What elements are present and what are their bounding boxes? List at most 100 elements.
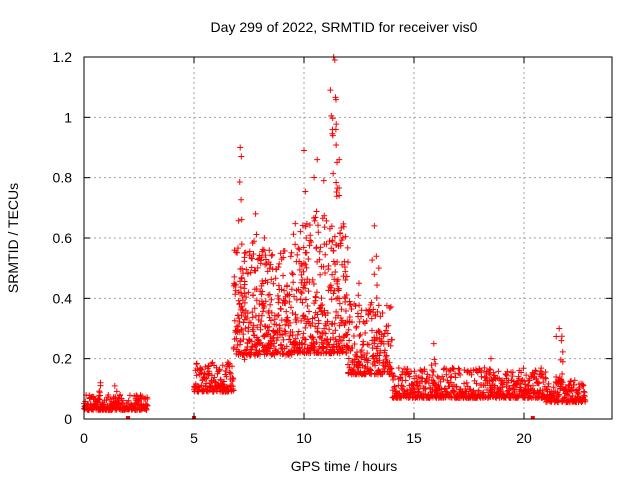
- data-point: [248, 346, 255, 353]
- data-point: [346, 298, 353, 305]
- data-point: [387, 342, 394, 349]
- data-point: [390, 372, 397, 379]
- data-point: [250, 328, 257, 335]
- data-point: [302, 223, 309, 230]
- data-point: [240, 336, 247, 343]
- data-point: [303, 249, 310, 256]
- data-point: [328, 296, 335, 303]
- data-point: [99, 399, 106, 406]
- data-point: [509, 369, 516, 376]
- data-point: [580, 382, 587, 389]
- data-point: [416, 383, 423, 390]
- data-point: [532, 367, 539, 374]
- data-point: [235, 312, 242, 319]
- data-point: [239, 306, 246, 313]
- data-point: [281, 247, 288, 254]
- data-point: [357, 331, 364, 338]
- data-point: [416, 388, 423, 395]
- data-point: [559, 371, 566, 378]
- data-point: [334, 258, 341, 265]
- data-point: [320, 344, 327, 351]
- y-tick-label: 1: [64, 109, 72, 125]
- data-point: [319, 311, 326, 318]
- data-point: [332, 327, 339, 334]
- data-point: [439, 373, 446, 380]
- data-point: [234, 249, 241, 256]
- data-point: [316, 248, 323, 255]
- data-point: [423, 378, 430, 385]
- data-point: [539, 387, 546, 394]
- data-point: [490, 393, 497, 400]
- data-point: [258, 257, 265, 264]
- data-point: [278, 286, 285, 293]
- data-point: [318, 263, 325, 270]
- data-point: [138, 394, 145, 401]
- data-point: [374, 343, 381, 350]
- data-point: [356, 280, 362, 287]
- data-point: [328, 284, 335, 291]
- data-point: [556, 392, 563, 399]
- data-point: [297, 296, 304, 303]
- data-point: [338, 225, 345, 232]
- data-point: [216, 366, 223, 373]
- data-point: [529, 382, 536, 389]
- data-point: [372, 362, 379, 369]
- data-point: [334, 276, 341, 283]
- data-point: [337, 242, 344, 249]
- data-point: [230, 387, 237, 394]
- data-point: [360, 318, 367, 325]
- data-point: [377, 347, 384, 354]
- data-point: [238, 274, 245, 281]
- data-point: [241, 356, 248, 363]
- data-point: [213, 364, 220, 371]
- data-point: [497, 377, 504, 384]
- x-tick-label: 5: [190, 430, 198, 446]
- data-point: [356, 332, 363, 339]
- data-point: [333, 193, 340, 200]
- data-point: [238, 153, 245, 160]
- data-point: [402, 377, 409, 384]
- data-point: [300, 259, 307, 266]
- grid-lines: [84, 57, 612, 419]
- data-point: [230, 385, 237, 392]
- data-point: [243, 315, 250, 322]
- data-point: [582, 397, 589, 404]
- data-point: [379, 309, 386, 316]
- data-point: [520, 365, 527, 372]
- data-point: [268, 276, 275, 283]
- data-point: [282, 321, 289, 328]
- data-point: [97, 382, 104, 389]
- data-point: [259, 288, 266, 295]
- data-point: [338, 337, 345, 344]
- data-point: [318, 295, 325, 302]
- data-point: [317, 271, 324, 278]
- data-point: [345, 326, 352, 333]
- data-point: [134, 393, 141, 400]
- data-point: [430, 340, 437, 347]
- data-point: [343, 292, 350, 299]
- data-point: [277, 250, 284, 257]
- data-point: [270, 280, 277, 287]
- data-point: [358, 347, 365, 354]
- data-point: [275, 312, 282, 319]
- data-point: [481, 364, 488, 371]
- data-point: [283, 318, 290, 325]
- data-point: [558, 377, 565, 384]
- data-point: [542, 369, 549, 376]
- data-point: [251, 305, 258, 312]
- data-point: [292, 311, 299, 318]
- data-point: [258, 291, 265, 298]
- axis-tick-labels: 0 5 10 15 20 0 0.2 0.4 0.6 0.8 1 1.2: [53, 49, 532, 446]
- data-point: [209, 359, 216, 366]
- data-point: [350, 333, 357, 340]
- data-point: [193, 360, 200, 367]
- data-point: [321, 212, 328, 219]
- data-point: [330, 247, 337, 254]
- data-point: [125, 397, 132, 404]
- data-point: [415, 389, 422, 396]
- data-point: [343, 331, 350, 338]
- data-point: [237, 337, 244, 344]
- data-point: [275, 282, 282, 289]
- data-point: [245, 289, 252, 296]
- data-point: [293, 319, 300, 326]
